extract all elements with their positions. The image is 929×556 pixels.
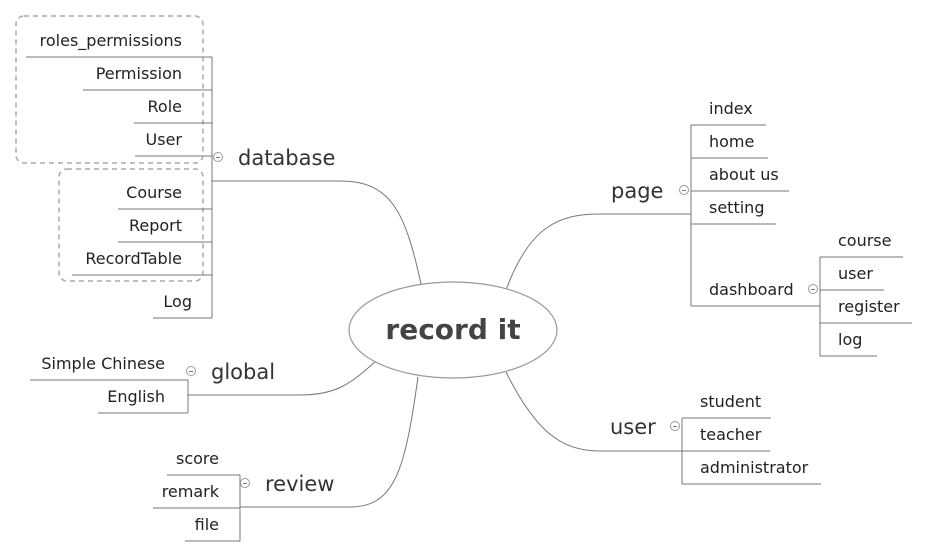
database-item-recordtable[interactable]: RecordTable: [85, 249, 182, 268]
dashboard-item-log[interactable]: log: [838, 330, 863, 349]
group-boundary-roles-permissions: [15, 15, 204, 164]
review-item-remark[interactable]: remark: [161, 482, 219, 501]
global-item-english[interactable]: English: [107, 387, 165, 406]
dashboard-item-user[interactable]: user: [838, 264, 873, 283]
branch-user[interactable]: user: [610, 415, 656, 439]
dashboard-item-course[interactable]: course: [838, 231, 892, 250]
database-item-log[interactable]: Log: [163, 292, 192, 311]
page-item-index[interactable]: index: [709, 99, 753, 118]
review-item-score[interactable]: score: [176, 449, 219, 468]
database-item-user[interactable]: User: [145, 130, 182, 149]
database-item-permission[interactable]: Permission: [95, 64, 182, 83]
collapse-dashboard-icon[interactable]: [808, 284, 818, 294]
review-item-file[interactable]: file: [194, 515, 219, 534]
branch-database[interactable]: database: [238, 146, 336, 170]
database-item-course[interactable]: Course: [126, 183, 182, 202]
global-item-simple-chinese[interactable]: Simple Chinese: [41, 354, 165, 373]
curve-user: [505, 371, 682, 452]
dashboard-item-register[interactable]: register: [838, 297, 900, 316]
page-item-setting[interactable]: setting: [709, 198, 765, 217]
curve-database: [212, 180, 422, 285]
collapse-database-icon[interactable]: [213, 152, 223, 162]
collapse-global-icon[interactable]: [186, 366, 196, 376]
branch-global[interactable]: global: [211, 360, 276, 384]
page-item-dashboard[interactable]: dashboard: [709, 280, 794, 299]
database-item-report[interactable]: Report: [128, 216, 182, 235]
database-item-role[interactable]: Role: [147, 97, 182, 116]
collapse-review-icon[interactable]: [240, 478, 250, 488]
group-boundary-records: [58, 168, 204, 282]
branch-page[interactable]: page: [611, 179, 664, 203]
root-node-label[interactable]: record it: [385, 313, 521, 346]
database-item-roles-permissions[interactable]: roles_permissions: [39, 31, 182, 50]
user-item-administrator[interactable]: administrator: [700, 458, 809, 477]
user-item-teacher[interactable]: teacher: [700, 425, 762, 444]
curve-page: [505, 213, 691, 291]
page-item-home[interactable]: home: [709, 132, 755, 151]
page-item-about-us[interactable]: about us: [709, 165, 779, 184]
collapse-user-icon[interactable]: [670, 421, 680, 431]
curve-global: [188, 358, 379, 396]
curve-review: [240, 376, 419, 508]
user-item-student[interactable]: student: [700, 392, 762, 411]
branch-review[interactable]: review: [265, 472, 335, 496]
collapse-page-icon[interactable]: [679, 185, 689, 195]
root-node-shape: [348, 281, 558, 379]
